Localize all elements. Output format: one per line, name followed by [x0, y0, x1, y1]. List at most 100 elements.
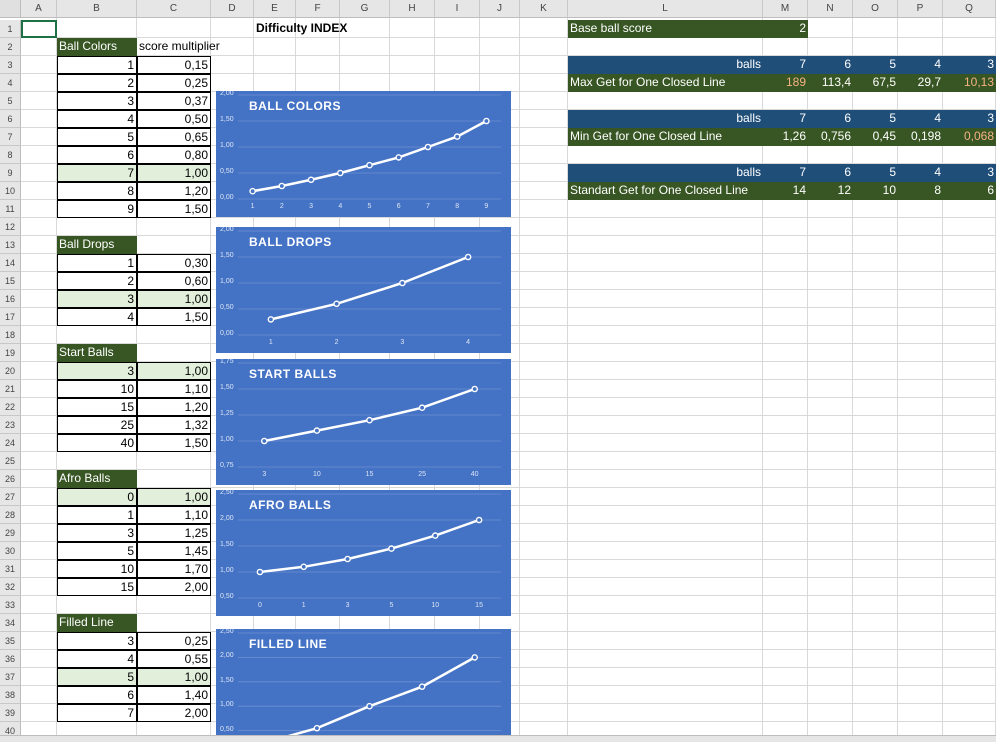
ball-drops-key-cell[interactable]: 2 [57, 272, 137, 290]
standart-get-value[interactable]: 6 [943, 182, 996, 200]
row-header-4[interactable]: 4 [0, 74, 21, 92]
start-balls-multiplier-cell[interactable]: 1,10 [137, 380, 211, 398]
afro-balls-multiplier-cell[interactable]: 1,00 [137, 488, 211, 506]
column-header-o[interactable]: O [853, 0, 898, 18]
balls-count-cell[interactable]: 5 [853, 164, 898, 182]
row-header-15[interactable]: 15 [0, 272, 21, 290]
column-header-l[interactable]: L [568, 0, 763, 18]
filled-line-multiplier-cell[interactable]: 1,00 [137, 668, 211, 686]
chart-ball-colors[interactable]: BALL COLORS 0,00 0,50 1,00 1,50 2,00 1 2 3 4 5 6 7 8 9 [216, 91, 511, 217]
balls-count-cell[interactable]: 7 [763, 110, 808, 128]
row-header-16[interactable]: 16 [0, 290, 21, 308]
afro-balls-key-cell[interactable]: 5 [57, 542, 137, 560]
filled-line-key-cell[interactable]: 6 [57, 686, 137, 704]
balls-count-cell[interactable]: 6 [808, 164, 853, 182]
row-header-9[interactable]: 9 [0, 164, 21, 182]
ball-colors-multiplier-cell[interactable]: 0,80 [137, 146, 211, 164]
column-header-i[interactable]: I [435, 0, 480, 18]
balls-count-cell[interactable]: 3 [943, 56, 996, 74]
max-get-value[interactable]: 10,13 [943, 74, 996, 92]
ball-drops-label[interactable]: Ball Drops [57, 236, 137, 254]
standart-get-value[interactable]: 10 [853, 182, 898, 200]
chart-ball-drops[interactable]: BALL DROPS 0,00 0,50 1,00 1,50 2,00 1 2 3 4 [216, 227, 511, 353]
start-balls-key-cell[interactable]: 10 [57, 380, 137, 398]
ball-drops-key-cell[interactable]: 3 [57, 290, 137, 308]
row-header-38[interactable]: 38 [0, 686, 21, 704]
row-header-12[interactable]: 12 [0, 218, 21, 236]
afro-balls-key-cell[interactable]: 15 [57, 578, 137, 596]
column-header-f[interactable]: F [296, 0, 340, 18]
standart-get-value[interactable]: 12 [808, 182, 853, 200]
column-header-a[interactable]: A [21, 0, 57, 18]
row-header-18[interactable]: 18 [0, 326, 21, 344]
chart-afro-balls[interactable]: AFRO BALLS 0,50 1,00 1,50 2,00 2,50 0 1 3 5 10 15 [216, 490, 511, 616]
row-header-39[interactable]: 39 [0, 704, 21, 722]
afro-balls-multiplier-cell[interactable]: 1,70 [137, 560, 211, 578]
row-header-5[interactable]: 5 [0, 92, 21, 110]
ball-colors-multiplier-cell[interactable]: 1,20 [137, 182, 211, 200]
column-header-p[interactable]: P [898, 0, 943, 18]
row-header-22[interactable]: 22 [0, 398, 21, 416]
ball-colors-key-cell[interactable]: 5 [57, 128, 137, 146]
base-ball-score-value[interactable]: 2 [763, 20, 808, 38]
ball-colors-label[interactable]: Ball Colors [57, 38, 137, 56]
afro-balls-key-cell[interactable]: 0 [57, 488, 137, 506]
filled-line-key-cell[interactable]: 5 [57, 668, 137, 686]
afro-balls-key-cell[interactable]: 10 [57, 560, 137, 578]
filled-line-key-cell[interactable]: 7 [57, 704, 137, 722]
ball-colors-multiplier-cell[interactable]: 0,37 [137, 92, 211, 110]
start-balls-multiplier-cell[interactable]: 1,50 [137, 434, 211, 452]
row-header-6[interactable]: 6 [0, 110, 21, 128]
row-header-14[interactable]: 14 [0, 254, 21, 272]
start-balls-multiplier-cell[interactable]: 1,32 [137, 416, 211, 434]
min-get-value[interactable]: 0,45 [853, 128, 898, 146]
ball-colors-key-cell[interactable]: 7 [57, 164, 137, 182]
balls-count-cell[interactable]: 6 [808, 56, 853, 74]
column-header-n[interactable]: N [808, 0, 853, 18]
filled-line-multiplier-cell[interactable]: 1,40 [137, 686, 211, 704]
column-header-q[interactable]: Q [943, 0, 996, 18]
row-header-35[interactable]: 35 [0, 632, 21, 650]
min-get-value[interactable]: 0,198 [898, 128, 943, 146]
balls-count-cell[interactable]: 3 [943, 110, 996, 128]
filled-line-multiplier-cell[interactable]: 0,55 [137, 650, 211, 668]
afro-balls-multiplier-cell[interactable]: 1,45 [137, 542, 211, 560]
ball-drops-key-cell[interactable]: 1 [57, 254, 137, 272]
start-balls-key-cell[interactable]: 40 [57, 434, 137, 452]
row-header-25[interactable]: 25 [0, 452, 21, 470]
max-get-label[interactable]: Max Get for One Closed Line [568, 74, 763, 92]
row-header-27[interactable]: 27 [0, 488, 21, 506]
ball-colors-key-cell[interactable]: 9 [57, 200, 137, 218]
ball-drops-multiplier-cell[interactable]: 0,60 [137, 272, 211, 290]
row-header-24[interactable]: 24 [0, 434, 21, 452]
afro-balls-multiplier-cell[interactable]: 1,25 [137, 524, 211, 542]
column-header-c[interactable]: C [137, 0, 211, 18]
ball-drops-key-cell[interactable]: 4 [57, 308, 137, 326]
start-balls-key-cell[interactable]: 25 [57, 416, 137, 434]
column-header-e[interactable]: E [254, 0, 296, 18]
start-balls-multiplier-cell[interactable]: 1,20 [137, 398, 211, 416]
row-header-17[interactable]: 17 [0, 308, 21, 326]
afro-balls-multiplier-cell[interactable]: 2,00 [137, 578, 211, 596]
balls-count-cell[interactable]: 4 [898, 56, 943, 74]
row-header-13[interactable]: 13 [0, 236, 21, 254]
ball-colors-multiplier-cell[interactable]: 0,50 [137, 110, 211, 128]
ball-drops-multiplier-cell[interactable]: 0,30 [137, 254, 211, 272]
column-header-h[interactable]: H [390, 0, 435, 18]
row-header-1[interactable]: 1 [0, 20, 21, 38]
filled-line-key-cell[interactable]: 3 [57, 632, 137, 650]
balls-label[interactable]: balls [568, 56, 763, 74]
row-header-34[interactable]: 34 [0, 614, 21, 632]
filled-line-label[interactable]: Filled Line [57, 614, 137, 632]
chart-filled-line[interactable]: FILLED LINE 0,50 1,00 1,50 2,00 2,50 [216, 629, 511, 739]
row-header-26[interactable]: 26 [0, 470, 21, 488]
ball-colors-key-cell[interactable]: 8 [57, 182, 137, 200]
balls-count-cell[interactable]: 5 [853, 56, 898, 74]
balls-count-cell[interactable]: 3 [943, 164, 996, 182]
ball-colors-key-cell[interactable]: 2 [57, 74, 137, 92]
row-header-36[interactable]: 36 [0, 650, 21, 668]
row-header-20[interactable]: 20 [0, 362, 21, 380]
ball-drops-multiplier-cell[interactable]: 1,00 [137, 290, 211, 308]
filled-line-multiplier-cell[interactable]: 0,25 [137, 632, 211, 650]
balls-count-cell[interactable]: 6 [808, 110, 853, 128]
